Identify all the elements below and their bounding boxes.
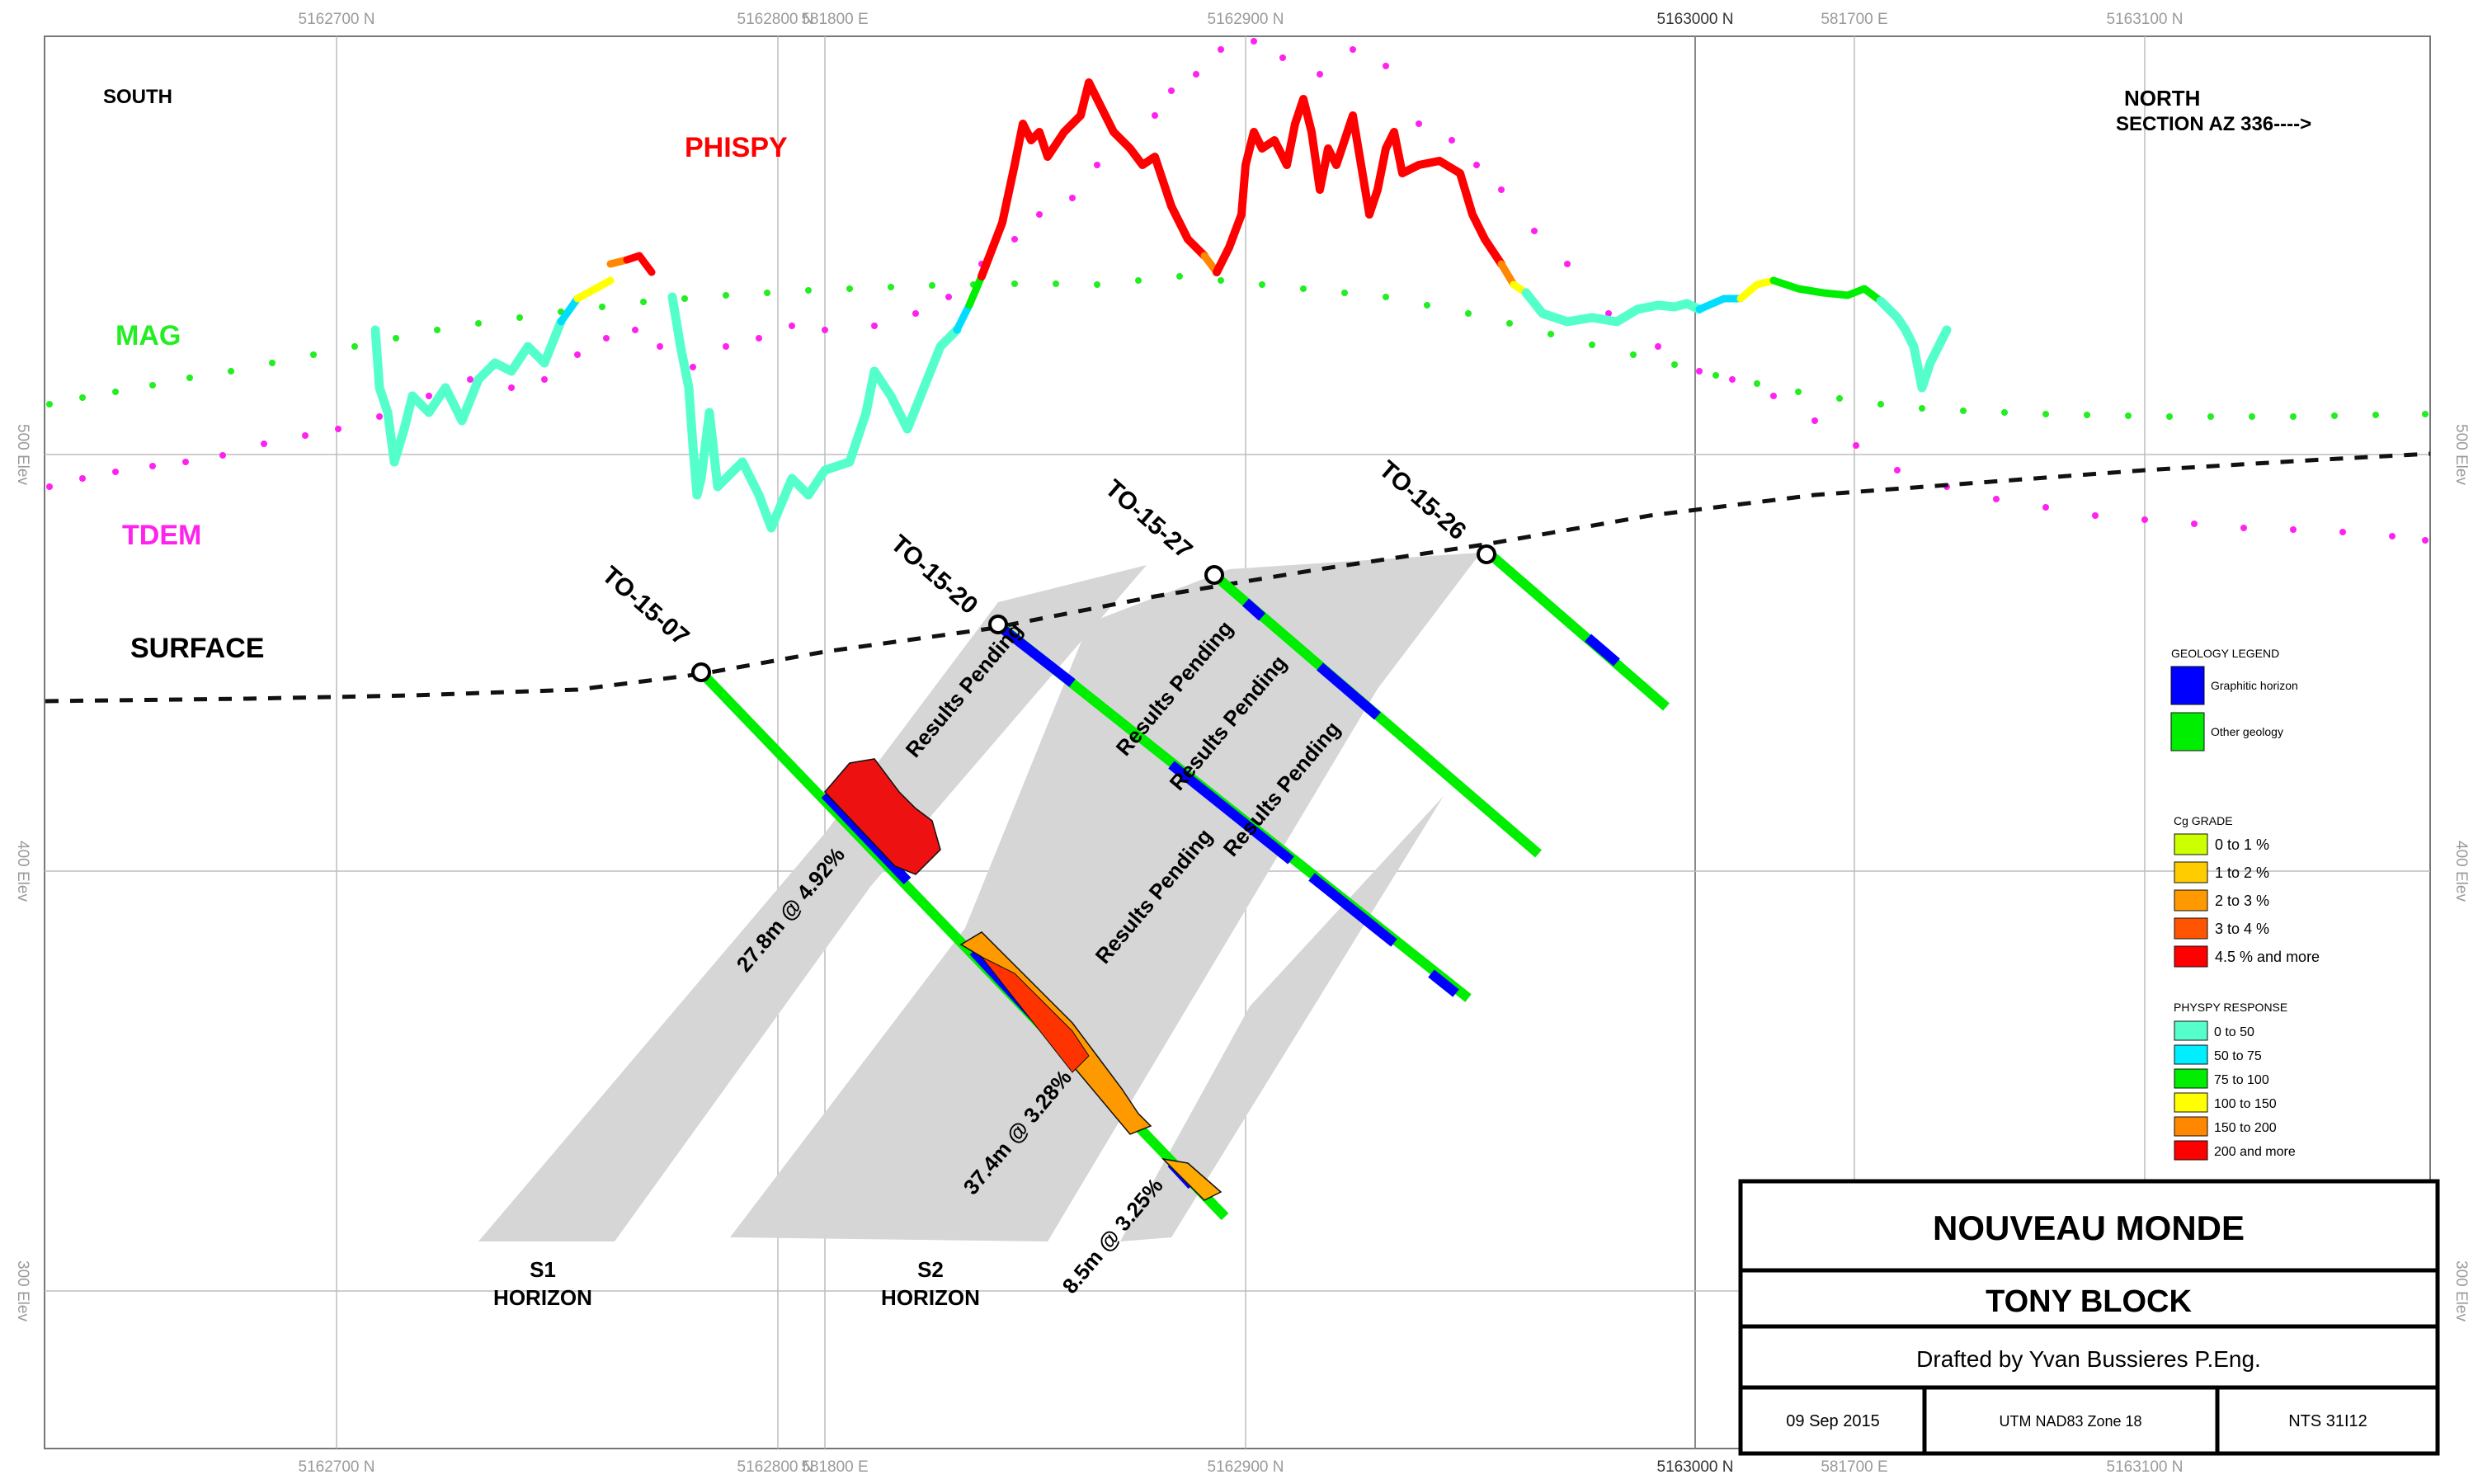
collar-to-15-26 (1477, 544, 1496, 564)
grid-label-bottom: 5162700 N (299, 1458, 375, 1476)
physpy-swatch (2174, 1116, 2208, 1137)
grid-labels-top: 5162700 N 5162800 N 581800 E 5162900 N 5… (299, 11, 2184, 28)
elevation-labels: 500 Elev 400 Elev 300 Elev 500 Elev 400 … (14, 424, 2470, 1321)
surface-profile (45, 451, 2431, 704)
elev-label-left: 400 Elev (14, 841, 31, 902)
cg-swatch (2174, 917, 2208, 940)
cg-label: 1 to 2 % (2215, 864, 2269, 881)
grid-label-top: 5163100 N (2107, 11, 2184, 28)
grid-label-bottom: 581700 E (1821, 1458, 1887, 1476)
drillhole-label: TO-15-27 (1100, 474, 1197, 564)
drillhole-label: TO-15-07 (596, 561, 694, 651)
grid-labels-bottom: 5162700 N 5162800 N 581800 E 5162900 N 5… (299, 1458, 2184, 1476)
physpy-label: 0 to 50 (2214, 1025, 2254, 1039)
tdem-profile (46, 38, 2429, 544)
label-tdem: TDEM (122, 520, 201, 551)
horizon-shading (478, 553, 1481, 1241)
collar-to-15-07 (691, 662, 711, 682)
title-block: NOUVEAU MONDE TONY BLOCK Drafted by Yvan… (1738, 1179, 2440, 1456)
label-section-az: SECTION AZ 336----> (2116, 113, 2311, 135)
drillhole-collars (691, 544, 1496, 682)
title-datum: UTM NAD83 Zone 18 (1999, 1413, 2141, 1430)
physpy-label: 50 to 75 (2214, 1049, 2262, 1063)
grid-label-top: 5162900 N (1208, 11, 1284, 28)
cg-label: 0 to 1 % (2215, 836, 2269, 853)
grid-label-bottom: 5163000 N (1657, 1458, 1734, 1476)
elev-label-left: 500 Elev (14, 424, 31, 485)
drillhole-label: TO-15-20 (885, 530, 982, 620)
grid-label-top: 5162700 N (299, 11, 375, 28)
mag-profile (46, 273, 2429, 420)
title-project: TONY BLOCK (1986, 1284, 2192, 1319)
legend-swatch-graphitic (2170, 666, 2205, 705)
assay-histograms (823, 758, 1223, 1201)
physpy-label: 75 to 100 (2214, 1073, 2269, 1087)
phispy-profile (370, 78, 1952, 533)
physpy-legend: PHYSPY RESPONSE 0 to 50 50 to 75 75 to 1… (2174, 1001, 2296, 1161)
cg-label: 4.5 % and more (2215, 949, 2320, 965)
label-s2-horizon: HORIZON (881, 1285, 980, 1310)
physpy-swatch (2174, 1044, 2208, 1065)
geology-legend: GEOLOGY LEGEND Graphitic horizon Other g… (2170, 647, 2298, 751)
grid-label-bottom: 581800 E (801, 1458, 868, 1476)
title-company: NOUVEAU MONDE (1933, 1208, 2245, 1247)
label-south: SOUTH (103, 86, 172, 108)
physpy-swatch (2174, 1068, 2208, 1089)
label-s1-horizon: HORIZON (493, 1285, 592, 1310)
drillhole-label: TO-15-26 (1373, 455, 1471, 545)
legend-label-graphitic: Graphitic horizon (2211, 679, 2298, 692)
collar-to-15-27 (1204, 565, 1224, 585)
grid-label-bottom: 5163100 N (2107, 1458, 2184, 1476)
grid-label-top: 581700 E (1821, 11, 1887, 28)
title-date: 09 Sep 2015 (1786, 1412, 1879, 1430)
physpy-swatch (2174, 1092, 2208, 1113)
grid-label-bottom: 5162800 N (737, 1458, 814, 1476)
title-drafted: Drafted by Yvan Bussieres P.Eng. (1916, 1346, 2261, 1372)
title-nts: NTS 31I12 (2288, 1412, 2367, 1430)
cg-legend-title: Cg GRADE (2174, 814, 2233, 827)
grid-label-bottom: 5162900 N (1208, 1458, 1284, 1476)
cg-swatch (2174, 861, 2208, 883)
grid-label-top: 581800 E (801, 11, 868, 28)
label-surface: SURFACE (130, 633, 264, 664)
label-s2: S2 (917, 1257, 944, 1282)
physpy-swatch (2174, 1140, 2208, 1161)
physpy-label: 150 to 200 (2214, 1121, 2277, 1135)
cg-grade-legend: Cg GRADE 0 to 1 % 1 to 2 % 2 to 3 % 3 to… (2174, 814, 2320, 968)
elev-label-left: 300 Elev (14, 1260, 31, 1321)
physpy-label: 100 to 150 (2214, 1097, 2277, 1111)
label-mag: MAG (115, 320, 181, 351)
physpy-swatch (2174, 1020, 2208, 1041)
physpy-legend-title: PHYSPY RESPONSE (2174, 1001, 2287, 1014)
physpy-label: 200 and more (2214, 1145, 2296, 1159)
label-phispy: PHISPY (685, 132, 788, 163)
grid-label-top: 5163000 N (1657, 11, 1734, 28)
legend-label-other: Other geology (2211, 725, 2283, 738)
cg-swatch (2174, 889, 2208, 912)
elev-label-right: 400 Elev (2452, 841, 2470, 902)
label-north: NORTH (2124, 86, 2200, 111)
cg-swatch (2174, 833, 2208, 855)
elev-label-right: 300 Elev (2452, 1260, 2470, 1321)
cg-label: 2 to 3 % (2215, 893, 2269, 909)
cg-swatch (2174, 945, 2208, 968)
collar-to-15-20 (988, 615, 1008, 634)
elev-label-right: 500 Elev (2452, 424, 2470, 485)
map-frame (44, 35, 2431, 1449)
grid-label-top: 5162800 N (737, 11, 814, 28)
legend-swatch-other (2170, 712, 2205, 751)
geology-legend-title: GEOLOGY LEGEND (2171, 647, 2279, 660)
cg-label: 3 to 4 % (2215, 921, 2269, 937)
label-s1: S1 (530, 1257, 556, 1282)
